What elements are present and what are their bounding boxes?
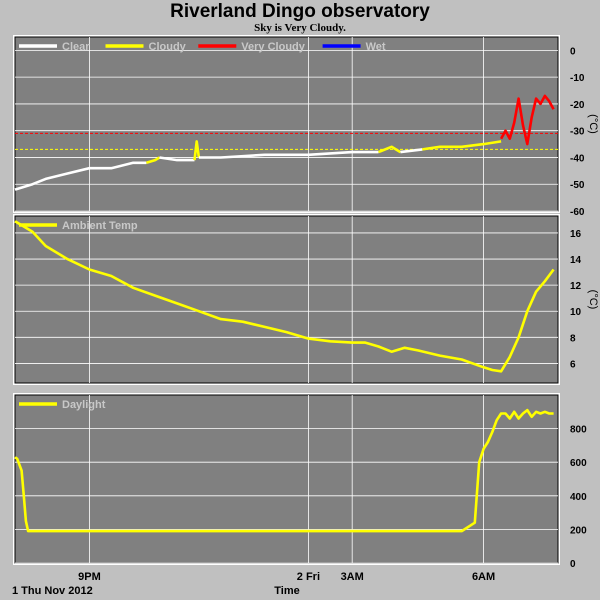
y-tick-label: 200 (570, 525, 587, 536)
legend-label: Wet (366, 41, 386, 53)
series-line-clear (159, 156, 195, 162)
series-line-cloudy (146, 156, 161, 165)
y-tick-label: 16 (570, 229, 582, 240)
y-tick-label: 0 (570, 559, 576, 570)
y-tick-label: 6 (570, 359, 576, 370)
legend-label: Very Cloudy (241, 41, 305, 53)
series-line-cloudy (422, 140, 502, 151)
y-tick-label: 8 (570, 333, 576, 344)
y-tick-label: 14 (570, 255, 582, 266)
y-tick-label: -40 (570, 153, 585, 164)
x-axis-title: Time (274, 585, 299, 597)
date-label: 1 Thu Nov 2012 (12, 585, 93, 597)
grid-lines (15, 395, 558, 564)
x-tick-label: 6AM (472, 571, 495, 583)
x-tick-label: 2 Fri (297, 571, 320, 583)
y-tick-label: 10 (570, 307, 582, 318)
y-axis-label: (°C) (587, 290, 599, 310)
legend-label: Cloudy (149, 41, 187, 53)
y-tick-label: -50 (570, 180, 585, 191)
sky-status-subtitle: Sky is Very Cloudy. (254, 22, 346, 34)
y-axis-label: (°C) (587, 114, 599, 134)
series-line-daylight (14, 408, 554, 533)
series-line-clear (14, 161, 147, 191)
y-tick-label: 0 (570, 46, 576, 57)
series-line-very-cloudy (499, 94, 555, 146)
series-line-cloudy (378, 145, 402, 154)
series-line-clear (198, 150, 379, 159)
series-line-cloudy (193, 140, 201, 161)
x-tick-label: 9PM (78, 571, 101, 583)
plot-area (14, 394, 559, 564)
legend-label: Ambient Temp (62, 220, 138, 232)
series-line-clear (400, 148, 423, 154)
y-tick-label: 800 (570, 425, 587, 436)
y-tick-label: -20 (570, 100, 585, 111)
plot-area (14, 36, 559, 212)
y-tick-label: 600 (570, 458, 587, 469)
y-tick-label: -60 (570, 207, 585, 218)
y-tick-label: -10 (570, 73, 585, 84)
x-tick-label: 3AM (341, 571, 364, 583)
page-title: Riverland Dingo observatory (170, 1, 430, 22)
y-tick-label: -30 (570, 127, 585, 138)
grid-lines (15, 216, 558, 383)
legend-label: Clear (62, 41, 90, 53)
plot-area (14, 215, 559, 384)
grid-lines (15, 37, 558, 212)
y-tick-label: 400 (570, 492, 587, 503)
series-line-ambient-temp (14, 220, 555, 373)
y-tick-label: 12 (570, 281, 582, 292)
legend-label: Daylight (62, 399, 106, 411)
